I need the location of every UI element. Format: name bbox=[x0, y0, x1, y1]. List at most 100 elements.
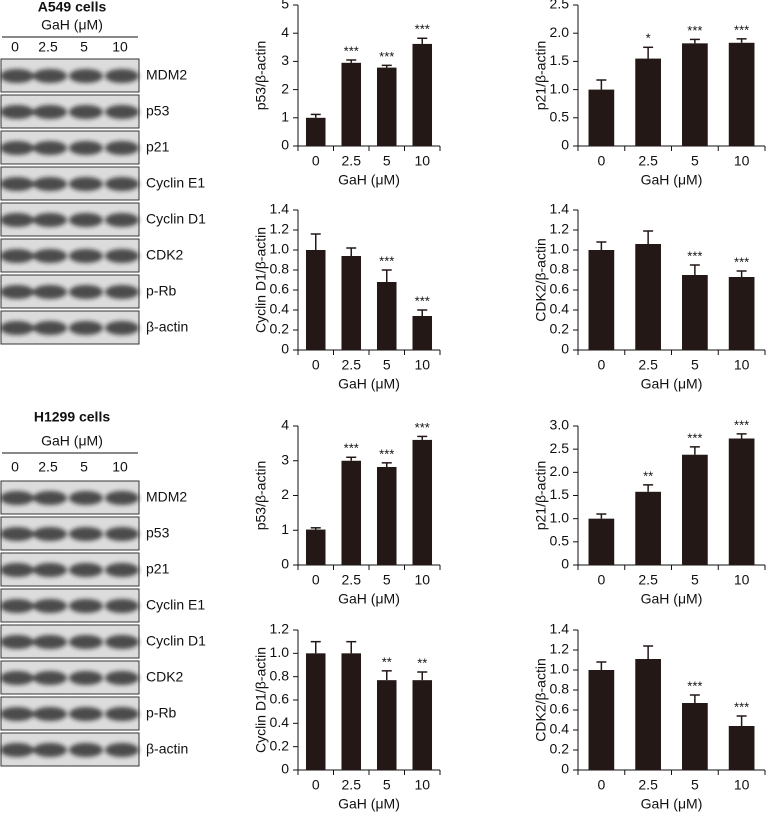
blot-bands bbox=[0, 177, 139, 191]
blot-title: A549 cells bbox=[38, 0, 107, 15]
x-tick-label: 10 bbox=[734, 572, 750, 588]
y-tick-label: 0 bbox=[281, 556, 289, 572]
error-bar bbox=[596, 79, 607, 90]
bar bbox=[376, 680, 397, 770]
y-tick-label: 2 bbox=[281, 486, 289, 502]
band bbox=[33, 285, 67, 299]
lane-label: 0 bbox=[11, 459, 19, 475]
bar bbox=[728, 42, 755, 147]
x-tick-label: 5 bbox=[691, 572, 699, 588]
significance: *** bbox=[687, 23, 702, 38]
band bbox=[0, 105, 34, 119]
y-tick-label: 1.4 bbox=[550, 621, 570, 637]
blot-bands bbox=[0, 141, 139, 155]
band bbox=[33, 491, 67, 505]
x-tick-label: 10 bbox=[414, 777, 430, 793]
x-tick-label: 0 bbox=[597, 357, 605, 373]
y-tick-label: 0.6 bbox=[550, 701, 570, 717]
protein-label: CDK2 bbox=[146, 669, 184, 685]
protein-label: p-Rb bbox=[146, 283, 177, 299]
band bbox=[105, 491, 139, 505]
error-bar bbox=[417, 435, 428, 440]
protein-label: MDM2 bbox=[146, 489, 187, 505]
band bbox=[105, 249, 139, 263]
error-bar bbox=[736, 433, 747, 439]
x-tick-label: 0 bbox=[312, 153, 320, 169]
x-tick-label: 10 bbox=[734, 153, 750, 169]
y-tick-label: 1 bbox=[281, 521, 289, 537]
y-tick-label: 0.6 bbox=[270, 691, 290, 707]
lane-label: 5 bbox=[80, 39, 88, 55]
y-tick-label: 1.4 bbox=[550, 201, 570, 217]
significance: * bbox=[646, 31, 651, 46]
band bbox=[69, 671, 103, 685]
error-bar bbox=[381, 462, 392, 468]
protein-label: MDM2 bbox=[146, 67, 187, 83]
band bbox=[0, 563, 34, 577]
bar bbox=[588, 250, 615, 350]
band bbox=[69, 105, 103, 119]
y-tick-label: 0 bbox=[281, 341, 289, 357]
x-tick-label: 5 bbox=[691, 357, 699, 373]
y-tick-label: 3.0 bbox=[550, 417, 570, 433]
band bbox=[105, 105, 139, 119]
y-tick-label: 0.6 bbox=[550, 281, 570, 297]
band bbox=[105, 527, 139, 541]
band bbox=[0, 69, 34, 83]
y-tick-label: 0.5 bbox=[550, 109, 570, 125]
bar bbox=[728, 277, 755, 350]
y-tick-label: 0.2 bbox=[270, 321, 290, 337]
error-bar bbox=[381, 64, 392, 68]
x-tick-label: 5 bbox=[691, 777, 699, 793]
x-tick-label: 2.5 bbox=[638, 153, 658, 169]
x-tick-label: 10 bbox=[734, 357, 750, 373]
band bbox=[105, 321, 139, 335]
x-tick-label: 10 bbox=[414, 357, 430, 373]
y-axis-label: CDK2/β-actin bbox=[533, 658, 549, 742]
blot-bands bbox=[0, 527, 139, 541]
bar bbox=[728, 726, 755, 770]
x-axis-label: GaH (μM) bbox=[641, 172, 703, 188]
significance: *** bbox=[734, 254, 749, 269]
bar bbox=[412, 43, 433, 146]
band bbox=[69, 491, 103, 505]
y-tick-label: 1.0 bbox=[270, 241, 290, 257]
bar bbox=[412, 680, 433, 770]
significance: *** bbox=[734, 22, 749, 37]
blot-bands bbox=[0, 743, 139, 757]
y-tick-label: 1.0 bbox=[550, 509, 570, 525]
blot-bands bbox=[0, 69, 139, 83]
band bbox=[69, 563, 103, 577]
y-tick-label: 1.0 bbox=[550, 661, 570, 677]
bar bbox=[341, 653, 362, 770]
error-bar bbox=[689, 264, 700, 275]
y-tick-label: 1 bbox=[281, 109, 289, 125]
blot-bands bbox=[0, 635, 139, 649]
band bbox=[33, 213, 67, 227]
y-tick-label: 0.2 bbox=[270, 737, 290, 753]
x-tick-label: 0 bbox=[597, 153, 605, 169]
protein-label: Cyclin D1 bbox=[146, 633, 206, 649]
significance: *** bbox=[415, 22, 430, 37]
y-tick-label: 2 bbox=[281, 80, 289, 96]
lane-label: 10 bbox=[112, 459, 128, 475]
x-tick-label: 2.5 bbox=[638, 357, 658, 373]
blot-bands bbox=[0, 491, 139, 505]
band bbox=[0, 177, 34, 191]
significance: *** bbox=[687, 678, 702, 693]
blot-bands bbox=[0, 249, 139, 263]
x-tick-label: 0 bbox=[597, 572, 605, 588]
error-bar bbox=[417, 309, 428, 316]
y-tick-label: 0.5 bbox=[550, 533, 570, 549]
band bbox=[69, 707, 103, 721]
y-axis-label: Cyclin D1/β-actin bbox=[253, 647, 269, 753]
band bbox=[33, 249, 67, 263]
bar bbox=[682, 454, 708, 565]
y-axis-label: p53/β-actin bbox=[253, 41, 269, 111]
y-tick-label: 0.4 bbox=[270, 714, 290, 730]
y-tick-label: 2.0 bbox=[550, 24, 570, 40]
band bbox=[33, 177, 67, 191]
x-axis-label: GaH (μM) bbox=[338, 591, 400, 607]
y-tick-label: 2.5 bbox=[550, 0, 570, 12]
x-axis-label: GaH (μM) bbox=[338, 796, 400, 812]
